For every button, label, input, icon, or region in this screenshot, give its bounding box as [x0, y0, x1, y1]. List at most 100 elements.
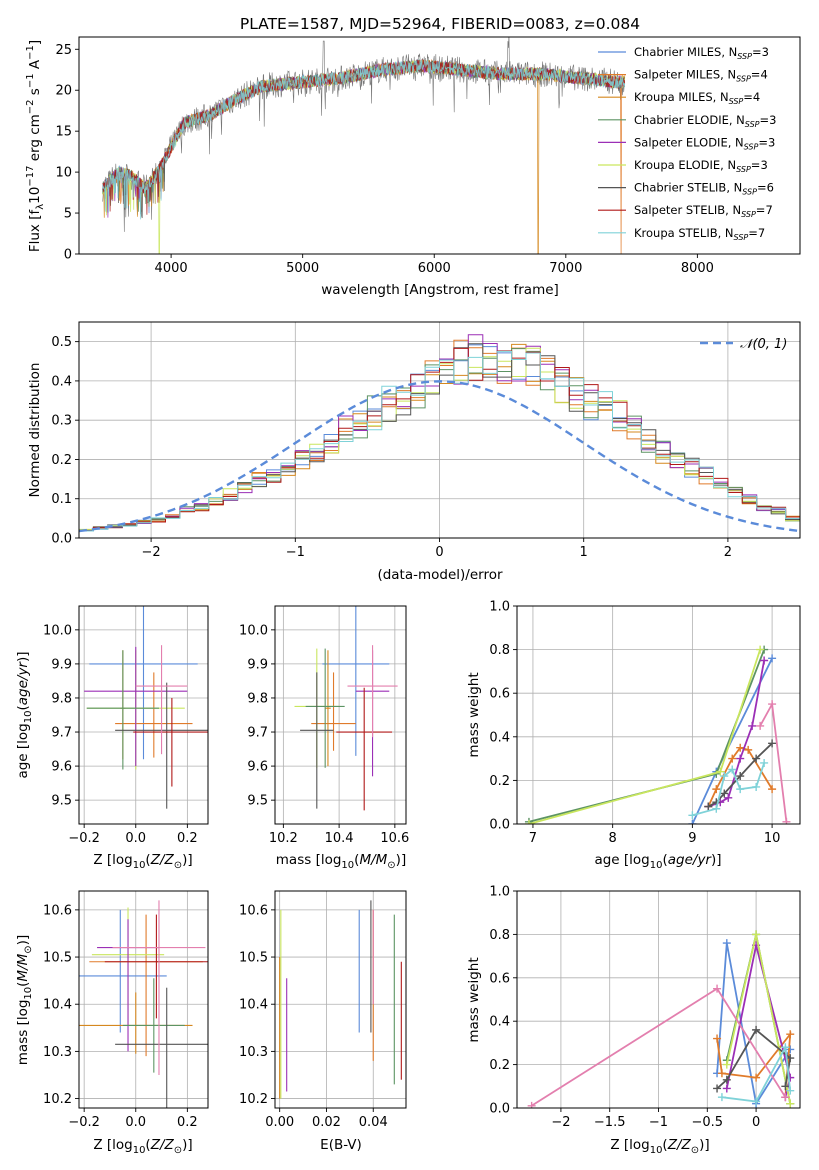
panel-spectrum: 4000 5000 6000 7000 8000 0 5 10 15 20 25 [55, 36, 801, 276]
x-tick-label: 0.0 [125, 831, 146, 846]
y-tick-label: 10.2 [43, 1092, 72, 1107]
legend-entry: Kroupa MILES, NSSP=4 [634, 90, 760, 106]
axes-weight_vs_age: 7 8 9 10 0.0 0.2 0.4 0.6 0.8 1.0 [489, 600, 780, 847]
x-tick-label: 7000 [549, 261, 582, 276]
model-spectrum-salpeter-miles [102, 58, 626, 254]
weight-series-line [707, 742, 773, 808]
x-tick-label: −0.2 [68, 831, 100, 846]
plot-area-residuals [79, 334, 800, 538]
y-tick-label: 9.8 [51, 691, 72, 706]
weight-marker [752, 754, 761, 763]
y-axis-label: age [log10(age/yr)] [15, 651, 34, 778]
x-tick-label: −2 [142, 545, 161, 560]
weight-marker [782, 817, 791, 824]
y-tick-label: 0.4 [489, 1015, 510, 1030]
weight-series-line [707, 746, 773, 807]
y-axis-label: mass [log10(M/M⊙)] [15, 935, 34, 1065]
x-tick-label: −1 [649, 1115, 668, 1130]
weight-marker [752, 1025, 761, 1034]
hist-kroupa-stelib [79, 350, 800, 538]
axes-weight_vs_z: −2 −1.5 −1 −0.5 0 0.0 0.2 0.4 0.6 0.8 1.0 [489, 885, 760, 1131]
errorbar-point [311, 672, 356, 751]
y-tick-label: 1.0 [489, 600, 510, 615]
weight-marker [781, 1043, 790, 1052]
axes-frame [274, 890, 407, 1109]
errorbar-point [115, 987, 208, 1108]
y-tick-label: 0.3 [51, 414, 72, 429]
errorbar-point [104, 914, 208, 1019]
x-tick-label: 2 [724, 545, 732, 560]
legend-gauss-label: 𝒩(0, 1) [740, 337, 787, 352]
x-tick-label: 10.2 [269, 831, 298, 846]
errorbar-point [79, 909, 167, 1033]
y-tick-label: 10.2 [239, 1092, 268, 1107]
weight-marker [744, 745, 753, 754]
weight-marker [736, 754, 745, 763]
x-tick-label: 1 [580, 545, 588, 560]
weight-marker [728, 754, 737, 763]
model-spectrum-kroupa-stelib [102, 59, 626, 220]
y-tick-label: 0.6 [489, 971, 510, 986]
y-tick-label: 0.6 [489, 687, 510, 702]
y-tick-label: 0.5 [51, 335, 72, 350]
x-tick-label: −1 [286, 545, 305, 560]
legend-entry: Kroupa STELIB, NSSP=7 [634, 226, 765, 242]
axes-frame [78, 321, 801, 539]
axes-mass_vs_ebv: 0.00 0.02 0.04 10.2 10.3 10.4 10.5 10.6 [239, 903, 388, 1130]
axes-frame [78, 890, 209, 1109]
legend-entry: Salpeter ELODIE, NSSP=3 [634, 135, 775, 151]
x-tick-label: 7 [529, 831, 537, 846]
x-tick-label: 4000 [155, 261, 188, 276]
weight-marker [786, 1099, 795, 1108]
weight-marker [786, 1045, 795, 1054]
weight-marker [728, 765, 737, 774]
errorbar-point [115, 672, 193, 758]
y-tick-label: 0.0 [51, 532, 72, 547]
y-tick-label: 0.8 [489, 643, 510, 658]
x-axis-label: Z [log10(Z/Z⊙)] [93, 1137, 192, 1156]
grid-residuals [79, 322, 800, 539]
weight-marker [768, 700, 777, 709]
weight-marker [722, 1060, 731, 1069]
x-tick-label: 0 [435, 545, 443, 560]
y-tick-label: 10.0 [43, 623, 72, 638]
weight-marker [756, 645, 765, 654]
x-tick-label: 6000 [418, 261, 451, 276]
y-tick-label: 9.8 [247, 691, 268, 706]
axes-mass_vs_z: −0.2 0.0 0.2 10.2 10.3 10.4 10.5 10.6 [43, 903, 198, 1130]
x-tick-label: 5000 [286, 261, 319, 276]
weight-marker [716, 767, 725, 776]
weight-marker [524, 820, 533, 824]
axes-frame [516, 605, 801, 825]
y-tick-label: 0.0 [489, 818, 510, 833]
y-tick-label: 9.7 [247, 726, 268, 741]
y-tick-label: 0.8 [489, 928, 510, 943]
weight-marker [786, 1030, 795, 1039]
plot-area-spectrum [102, 37, 626, 254]
errorbar-point [133, 697, 208, 787]
legend-entry: Chabrier MILES, NSSP=3 [634, 45, 769, 61]
weight-series-line [721, 1044, 792, 1103]
plot-area-mass_vs_ebv [279, 900, 402, 1099]
plot-area-mass_vs_z [79, 900, 208, 1108]
axes-frame [274, 605, 407, 825]
y-tick-label: 9.5 [51, 794, 72, 809]
errorbar-point [336, 687, 393, 811]
weight-marker [768, 654, 777, 663]
x-tick-label: 10 [764, 831, 781, 846]
legend: Chabrier MILES, NSSP=3 Salpeter MILES, NS… [598, 45, 776, 242]
y-tick-label: 10.4 [43, 998, 72, 1013]
weight-marker [722, 1075, 731, 1084]
y-tick-label: 9.6 [51, 760, 72, 775]
weight-marker [717, 1069, 726, 1078]
y-tick-label: 10.3 [43, 1045, 72, 1060]
weight-marker [760, 758, 769, 767]
axes-spectrum: 4000 5000 6000 7000 8000 0 5 10 15 20 25 [55, 43, 713, 276]
weight-marker [781, 1093, 790, 1102]
y-tick-label: 0.1 [51, 492, 72, 507]
weight-marker [720, 789, 729, 798]
x-axis-label: mass [log10(M/M⊙)] [276, 852, 406, 871]
x-tick-label: 0.2 [177, 831, 198, 846]
errorbar-point [112, 900, 206, 1075]
